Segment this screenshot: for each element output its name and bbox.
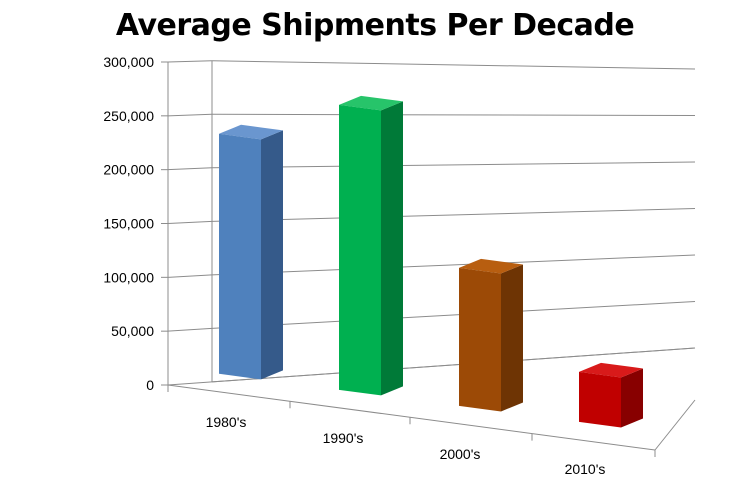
gridline: [211, 161, 696, 169]
side-gridline: [167, 220, 213, 224]
bar-top: [219, 124, 283, 140]
x-category-label: 1990's: [323, 430, 364, 446]
y-tick-label: 0: [146, 377, 154, 393]
floor-right-edge: [654, 399, 696, 451]
bar-top: [459, 258, 523, 274]
gridline: [211, 254, 696, 276]
bar-front: [459, 267, 501, 412]
side-gridline: [167, 381, 213, 386]
y-tick-label: 200,000: [103, 162, 154, 178]
bar-side: [501, 264, 523, 412]
bar: [459, 258, 523, 412]
gridline: [211, 113, 696, 116]
y-tick-label: 250,000: [103, 108, 154, 124]
side-gridline: [167, 113, 213, 117]
bar: [219, 124, 283, 380]
gridline: [211, 60, 696, 70]
chart-title: Average Shipments Per Decade: [115, 8, 635, 43]
bar-side: [621, 368, 643, 428]
y-tick-label: 150,000: [103, 216, 154, 232]
x-category-label: 2010's: [565, 461, 606, 477]
bar-front: [339, 104, 381, 396]
floor-back-edge: [211, 347, 696, 383]
bar-side: [381, 101, 403, 396]
bar-top: [339, 95, 403, 111]
x-axis: [167, 384, 656, 451]
x-category-label: 1980's: [206, 414, 247, 430]
gridline: [211, 208, 696, 222]
gridline: [211, 301, 696, 329]
label-layer: 0 50,000 100,000 150,000 200,000 250,000 300,0…: [103, 54, 605, 477]
bar: [339, 95, 403, 396]
x-category-label: 2000's: [440, 446, 481, 462]
bar-front: [219, 133, 261, 380]
side-gridline: [167, 167, 213, 171]
y-tick-label: 100,000: [103, 269, 154, 285]
side-gridline: [167, 274, 213, 278]
bar: [579, 362, 643, 428]
side-gridline: [167, 60, 213, 63]
bar-front: [579, 371, 621, 428]
y-tick-label: 50,000: [111, 323, 154, 339]
bar-layer: [219, 95, 643, 428]
axis-layer: [161, 60, 696, 457]
side-gridline: [167, 327, 213, 332]
y-tick-label: 300,000: [103, 54, 154, 70]
bar-side: [261, 130, 283, 380]
bar-top: [579, 362, 643, 378]
